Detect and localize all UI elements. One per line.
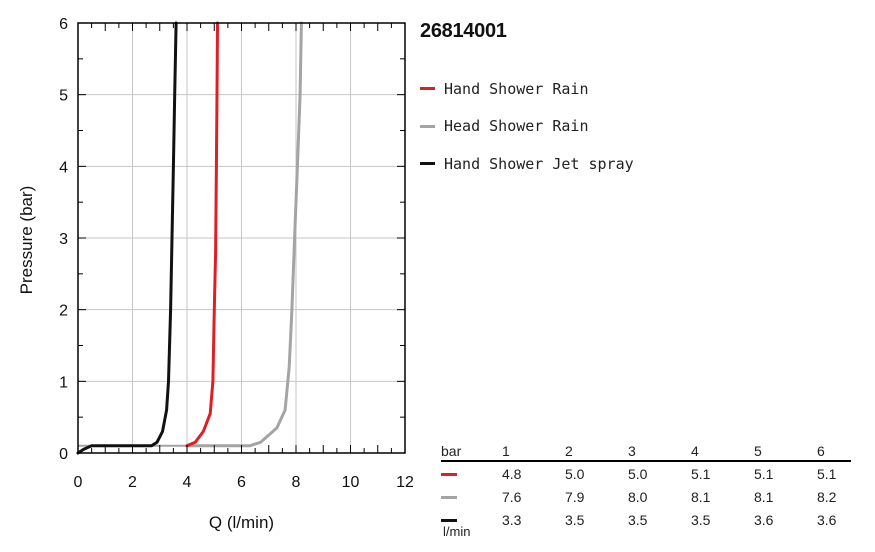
- legend-item-hand-shower-jet-spray: Hand Shower Jet spray: [420, 145, 634, 183]
- table-cell: 7.9: [565, 488, 585, 505]
- legend-swatch-grey: [420, 124, 435, 128]
- series-line-head-shower-rain: [185, 21, 303, 448]
- y-tick-label: 3: [59, 231, 68, 248]
- y-tick-label: 0: [59, 446, 68, 463]
- table-cell: 3.3: [502, 511, 522, 528]
- legend-label: Head Shower Rain: [444, 117, 589, 136]
- legend-label: Hand Shower Rain: [444, 79, 589, 98]
- legend-swatch-black: [420, 162, 435, 166]
- chart-legend: Hand Shower Rain Head Shower Rain Hand S…: [420, 70, 634, 183]
- table-row-hand-shower-jet-spray: l/min 3.3 3.5 3.5 3.5 3.6 3.6: [441, 508, 851, 539]
- pressure-header: 3: [628, 440, 691, 462]
- table-cell: 8.0: [628, 488, 648, 505]
- x-tick-label: 8: [292, 474, 301, 491]
- chart-grid: [78, 23, 405, 453]
- table-cell: 3.6: [754, 511, 774, 528]
- row-swatch-cell: [441, 485, 502, 508]
- table-cell: 5.1: [754, 465, 774, 482]
- unit-bar-header: bar: [441, 440, 502, 462]
- table-cell: 3.6: [817, 511, 837, 528]
- pressure-header: 4: [691, 440, 754, 462]
- pressure-header: 2: [565, 440, 628, 462]
- pressure-header: 6: [817, 440, 851, 462]
- table-cell: 8.1: [691, 488, 711, 505]
- legend-label: Hand Shower Jet spray: [444, 154, 634, 173]
- y-tick-label: 5: [59, 88, 68, 105]
- pressure-header: 1: [502, 440, 565, 462]
- series-line-hand-shower-jet-spray: [76, 21, 178, 455]
- y-tick-label: 4: [59, 159, 68, 176]
- table-cell: 3.5: [628, 511, 648, 528]
- unit-lmin-label: l/min: [443, 524, 471, 539]
- table-cell: 5.1: [817, 465, 837, 482]
- row-swatch-black: [441, 519, 457, 523]
- table-header-row: bar 1 2 3 4 5 6: [441, 440, 851, 462]
- table-cell: 5.0: [565, 465, 585, 482]
- table-row-head-shower-rain: 7.6 7.9 8.0 8.1 8.1 8.2: [441, 485, 851, 508]
- row-swatch-cell: l/min: [441, 508, 502, 539]
- legend-swatch-red: [420, 87, 435, 91]
- table-cell: 3.5: [691, 511, 711, 528]
- series-line-hand-shower-rain: [185, 21, 219, 448]
- product-code-title: 26814001: [420, 20, 507, 42]
- y-axis-title: Pressure (bar): [17, 186, 36, 295]
- table-cell: 4.8: [502, 465, 522, 482]
- table-row-hand-shower-rain: 4.8 5.0 5.0 5.1 5.1 5.1: [441, 461, 851, 485]
- row-swatch-grey: [441, 496, 457, 500]
- table-cell: 5.1: [691, 465, 711, 482]
- flow-rate-table: bar 1 2 3 4 5 6 4.8 5.0 5.0 5.1 5.1 5.1 …: [441, 440, 851, 539]
- legend-item-head-shower-rain: Head Shower Rain: [420, 108, 634, 146]
- x-tick-label: 4: [183, 474, 192, 491]
- chart-axes: [77, 22, 406, 454]
- y-tick-label: 1: [59, 374, 68, 391]
- x-tick-label: 10: [342, 474, 360, 491]
- chart-series: [76, 21, 303, 455]
- x-axis-title: Q (l/min): [209, 513, 274, 532]
- row-swatch-cell: [441, 461, 502, 485]
- table-cell: 8.1: [754, 488, 774, 505]
- table-cell: 3.5: [565, 511, 585, 528]
- row-swatch-red: [441, 473, 457, 477]
- x-tick-label: 6: [237, 474, 246, 491]
- table-cell: 7.6: [502, 488, 522, 505]
- legend-item-hand-shower-rain: Hand Shower Rain: [420, 70, 634, 108]
- y-tick-label: 6: [59, 16, 68, 33]
- pressure-header: 5: [754, 440, 817, 462]
- x-tick-label: 0: [74, 474, 83, 491]
- table-cell: 5.0: [628, 465, 648, 482]
- x-tick-label: 2: [128, 474, 137, 491]
- table-cell: 8.2: [817, 488, 837, 505]
- y-tick-label: 2: [59, 303, 68, 320]
- x-tick-label: 12: [396, 474, 414, 491]
